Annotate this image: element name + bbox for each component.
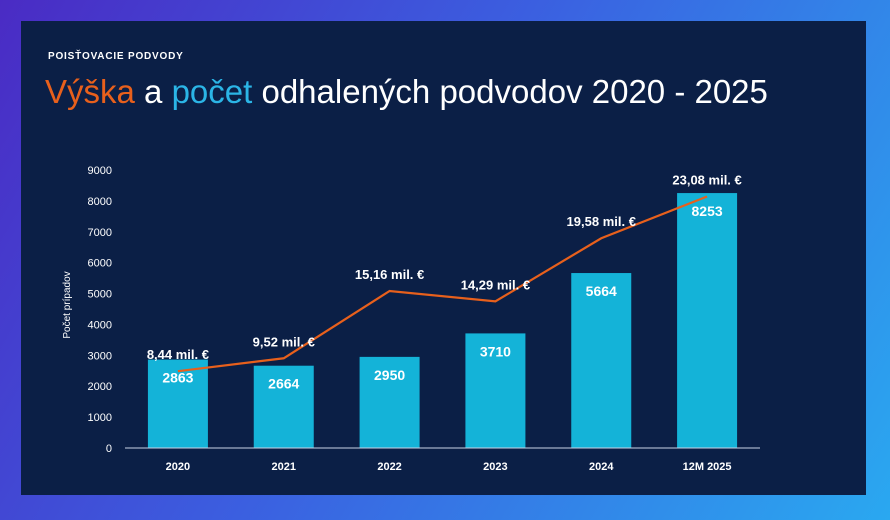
title-highlight-count: počet — [171, 73, 253, 110]
x-tick-label: 2021 — [272, 461, 296, 473]
amount-line — [177, 195, 708, 373]
y-tick-label: 5000 — [88, 289, 112, 301]
line-value-label: 15,16 mil. € — [355, 267, 424, 282]
x-tick-label: 2024 — [589, 461, 614, 473]
y-tick-label: 1000 — [88, 412, 112, 424]
bar — [677, 193, 738, 448]
kicker-label: POISŤOVACIE PODVODY — [48, 51, 184, 62]
bar-value-label: 5664 — [586, 283, 617, 299]
title-rest: odhalených podvodov 2020 - 2025 — [252, 73, 768, 110]
x-tick-label: 12M 2025 — [683, 461, 732, 473]
line-value-label: 8,44 mil. € — [147, 347, 209, 362]
bar-value-label: 2664 — [268, 376, 299, 392]
y-tick-label: 3000 — [88, 350, 112, 362]
line-value-label: 19,58 mil. € — [567, 214, 636, 229]
y-tick-label: 2000 — [88, 381, 112, 393]
y-tick-label: 4000 — [88, 319, 112, 331]
title-connector: a — [134, 73, 172, 110]
bar — [571, 273, 632, 448]
x-tick-label: 2020 — [166, 461, 190, 473]
bar — [253, 365, 314, 448]
y-tick-label: 6000 — [88, 258, 112, 270]
x-tick-label: 2023 — [483, 461, 507, 473]
title-highlight-height: Výška — [45, 73, 135, 110]
y-tick-label: 0 — [106, 443, 112, 455]
line-value-label: 23,08 mil. € — [672, 172, 741, 187]
bar-value-label: 2863 — [162, 370, 193, 386]
y-tick-label: 7000 — [88, 227, 112, 239]
page-title: Výška a počet odhalených podvodov 2020 -… — [45, 73, 768, 111]
bar-value-label: 2950 — [374, 367, 405, 383]
y-axis-label: Počet prípadov — [62, 271, 73, 338]
bar-value-label: 8253 — [692, 203, 723, 219]
y-tick-label: 8000 — [88, 196, 112, 208]
y-tick-label: 9000 — [88, 165, 112, 177]
line-value-label: 14,29 mil. € — [461, 277, 530, 292]
bar — [359, 356, 420, 448]
bar — [465, 333, 526, 448]
line-value-label: 9,52 mil. € — [253, 334, 315, 349]
bar — [147, 359, 208, 448]
bar-value-label: 3710 — [480, 343, 511, 359]
x-tick-label: 2022 — [377, 461, 401, 473]
